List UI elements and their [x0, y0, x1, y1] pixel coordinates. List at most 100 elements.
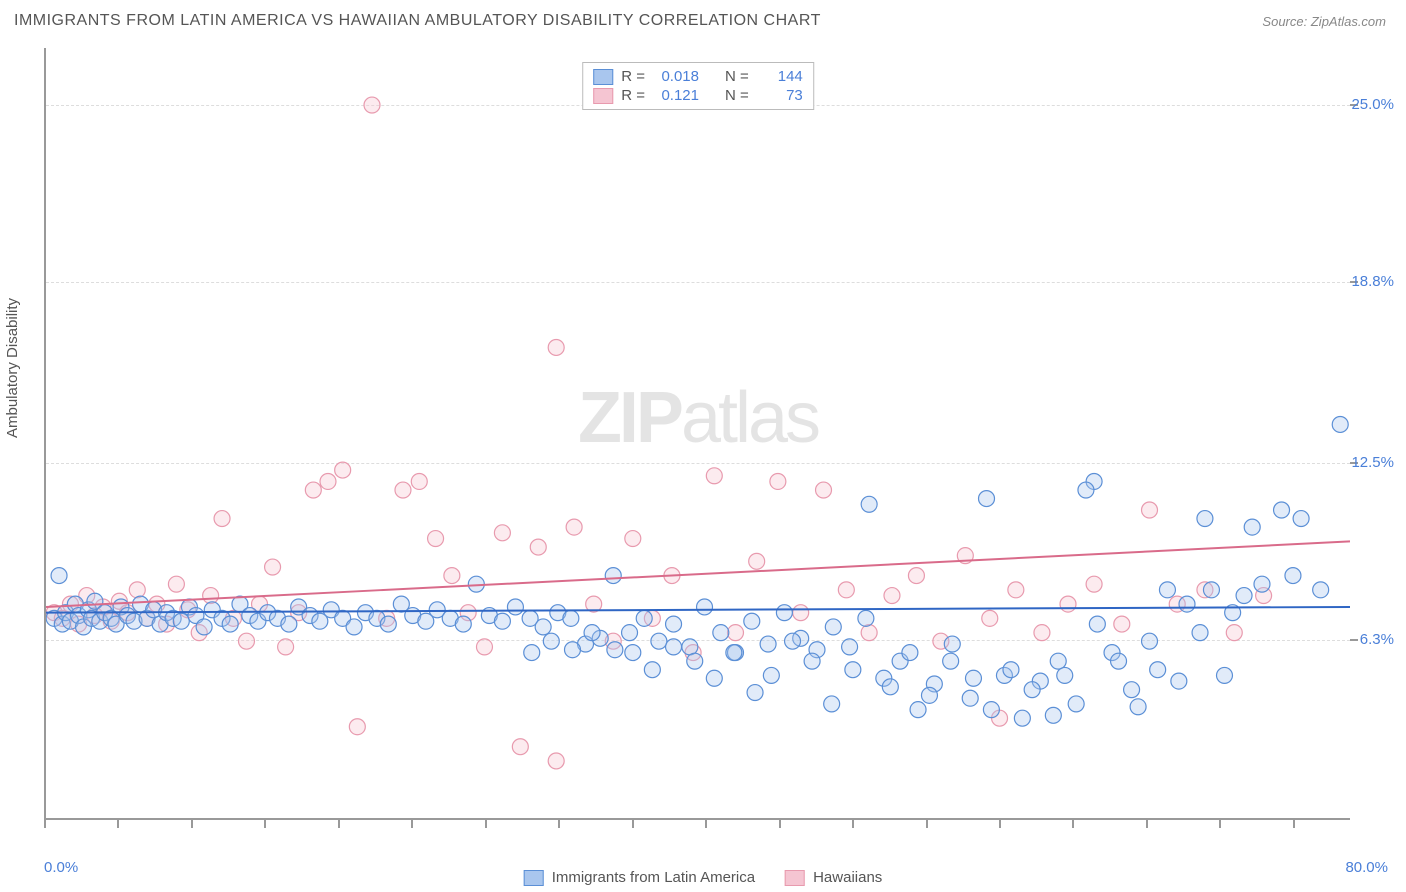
scatter-point	[1008, 582, 1024, 598]
scatter-point	[346, 619, 362, 635]
scatter-point	[1045, 707, 1061, 723]
scatter-point	[607, 642, 623, 658]
n-label: N =	[725, 68, 749, 85]
scatter-point	[760, 636, 776, 652]
scatter-point	[524, 645, 540, 661]
legend-label-0: Immigrants from Latin America	[552, 869, 755, 886]
x-tick	[632, 820, 634, 828]
scatter-point	[962, 690, 978, 706]
scatter-point	[1159, 582, 1175, 598]
scatter-point	[1068, 696, 1084, 712]
scatter-point	[543, 633, 559, 649]
scatter-point	[622, 625, 638, 641]
trend-line	[46, 541, 1350, 607]
scatter-point	[214, 511, 230, 527]
scatter-point	[320, 474, 336, 490]
scatter-point	[548, 339, 564, 355]
scatter-point	[882, 679, 898, 695]
scatter-point	[825, 619, 841, 635]
scatter-point	[605, 568, 621, 584]
x-tick	[485, 820, 487, 828]
scatter-point	[697, 599, 713, 615]
x-tick	[117, 820, 119, 828]
scatter-point	[625, 531, 641, 547]
scatter-point	[428, 531, 444, 547]
scatter-point	[1197, 511, 1213, 527]
scatter-point	[1130, 699, 1146, 715]
scatter-point	[222, 616, 238, 632]
swatch-series-0	[593, 69, 613, 85]
swatch-icon	[785, 870, 805, 886]
scatter-point	[908, 568, 924, 584]
x-tick	[191, 820, 193, 828]
scatter-point	[983, 702, 999, 718]
scatter-point	[770, 474, 786, 490]
x-tick	[1146, 820, 1148, 828]
scatter-point	[979, 491, 995, 507]
x-tick	[44, 820, 46, 828]
scatter-point	[239, 633, 255, 649]
scatter-point	[1244, 519, 1260, 535]
scatter-point	[793, 605, 809, 621]
scatter-point	[278, 639, 294, 655]
scatter-point	[861, 496, 877, 512]
scatter-point	[1142, 633, 1158, 649]
scatter-point	[203, 588, 219, 604]
scatter-point	[1003, 662, 1019, 678]
scatter-point	[1014, 710, 1030, 726]
legend-correlation-box: R = 0.018 N = 144 R = 0.121 N = 73	[582, 62, 814, 110]
scatter-point	[305, 482, 321, 498]
scatter-point	[1171, 673, 1187, 689]
scatter-point	[281, 616, 297, 632]
scatter-point	[713, 625, 729, 641]
x-tick	[558, 820, 560, 828]
scatter-point	[861, 625, 877, 641]
swatch-series-1	[593, 88, 613, 104]
scatter-point	[265, 559, 281, 575]
scatter-point	[565, 642, 581, 658]
x-tick	[926, 820, 928, 828]
title-bar: IMMIGRANTS FROM LATIN AMERICA VS HAWAIIA…	[0, 0, 1406, 38]
scatter-point	[1179, 596, 1195, 612]
chart-container: Ambulatory Disability ZIPatlas R = 0.018…	[0, 38, 1406, 888]
scatter-point	[838, 582, 854, 598]
x-tick	[1293, 820, 1295, 828]
scatter-point	[921, 687, 937, 703]
scatter-point	[776, 605, 792, 621]
scatter-point	[512, 739, 528, 755]
x-tick	[852, 820, 854, 828]
scatter-point	[444, 568, 460, 584]
scatter-point	[816, 482, 832, 498]
scatter-point	[726, 645, 742, 661]
x-axis-min-label: 0.0%	[44, 859, 78, 876]
scatter-point	[530, 539, 546, 555]
scatter-point	[364, 97, 380, 113]
scatter-point	[1274, 502, 1290, 518]
scatter-point	[965, 670, 981, 686]
scatter-point	[842, 639, 858, 655]
scatter-point	[1124, 682, 1140, 698]
scatter-point	[1150, 662, 1166, 678]
chart-title: IMMIGRANTS FROM LATIN AMERICA VS HAWAIIA…	[14, 12, 821, 30]
scatter-point	[507, 599, 523, 615]
scatter-point	[944, 636, 960, 652]
r-label: R =	[621, 87, 645, 104]
scatter-point	[625, 645, 641, 661]
scatter-point	[1060, 596, 1076, 612]
legend-row-series-0: R = 0.018 N = 144	[593, 67, 803, 86]
scatter-point	[785, 633, 801, 649]
scatter-point	[687, 653, 703, 669]
r-label: R =	[621, 68, 645, 85]
scatter-point	[1078, 482, 1094, 498]
scatter-point	[1057, 667, 1073, 683]
scatter-point	[129, 582, 145, 598]
source-value: ZipAtlas.com	[1311, 14, 1386, 29]
scatter-point	[1089, 616, 1105, 632]
x-tick	[1219, 820, 1221, 828]
scatter-point	[411, 474, 427, 490]
scatter-point	[858, 610, 874, 626]
scatter-point	[910, 702, 926, 718]
legend-label-1: Hawaiians	[813, 869, 882, 886]
scatter-point	[706, 468, 722, 484]
scatter-point	[563, 610, 579, 626]
